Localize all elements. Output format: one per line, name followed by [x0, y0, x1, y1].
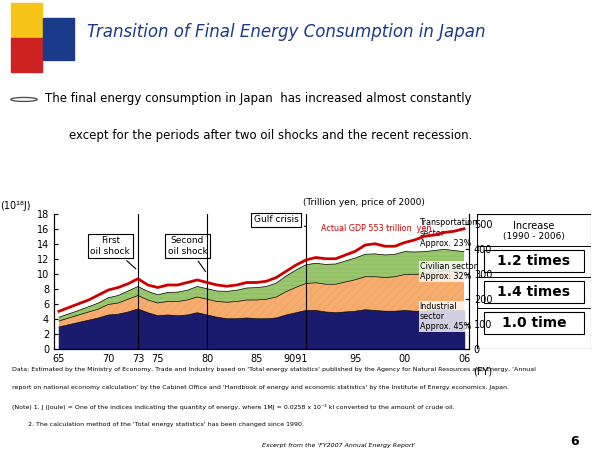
- Text: (FY): (FY): [473, 366, 492, 376]
- Text: Excerpt from the 'FY2007 Annual Energy Report': Excerpt from the 'FY2007 Annual Energy R…: [262, 443, 415, 448]
- Text: (1990 - 2006): (1990 - 2006): [503, 232, 565, 241]
- Text: Transportation
sector
Approx. 23%: Transportation sector Approx. 23%: [419, 218, 478, 248]
- Text: 1.0 time: 1.0 time: [502, 316, 566, 330]
- Text: except for the periods after two oil shocks and the recent recession.: except for the periods after two oil sho…: [69, 129, 472, 142]
- Text: 6: 6: [571, 435, 579, 448]
- Text: (Note) 1. J (Joule) = One of the indices indicating the quantity of energy, wher: (Note) 1. J (Joule) = One of the indices…: [12, 404, 455, 410]
- Text: Civilian sector
Approx. 32%: Civilian sector Approx. 32%: [419, 262, 476, 281]
- Text: Gulf crisis: Gulf crisis: [254, 215, 306, 226]
- Text: 1.2 times: 1.2 times: [497, 254, 571, 268]
- Text: Industrial
sector
Approx. 45%: Industrial sector Approx. 45%: [419, 302, 471, 331]
- Bar: [484, 281, 584, 303]
- Bar: [11, 3, 42, 37]
- Text: Increase: Increase: [513, 221, 554, 231]
- Text: report on national economy calculation' by the Cabinet Office and 'Handbook of e: report on national economy calculation' …: [12, 385, 509, 390]
- Text: Actual GDP 553 trillion  yen: Actual GDP 553 trillion yen: [321, 224, 431, 233]
- Text: The final energy consumption in Japan  has increased almost constantly: The final energy consumption in Japan ha…: [45, 92, 472, 105]
- Bar: [43, 18, 74, 60]
- Text: Second
oil shock: Second oil shock: [167, 236, 207, 271]
- Text: Transition of Final Energy Consumption in Japan: Transition of Final Energy Consumption i…: [87, 23, 485, 41]
- Bar: [484, 312, 584, 334]
- Text: 1.4 times: 1.4 times: [497, 285, 571, 299]
- Bar: [11, 38, 42, 72]
- Text: First
oil shock: First oil shock: [91, 236, 136, 269]
- Text: (Trillion yen, price of 2000): (Trillion yen, price of 2000): [303, 198, 425, 207]
- Text: (10¹⁸J): (10¹⁸J): [0, 201, 31, 211]
- Bar: [484, 250, 584, 272]
- Text: 2. The calculation method of the 'Total energy statistics' has been changed sinc: 2. The calculation method of the 'Total …: [12, 422, 304, 427]
- Text: Data: Estimated by the Ministry of Economy, Trade and Industry based on 'Total e: Data: Estimated by the Ministry of Econo…: [12, 367, 536, 372]
